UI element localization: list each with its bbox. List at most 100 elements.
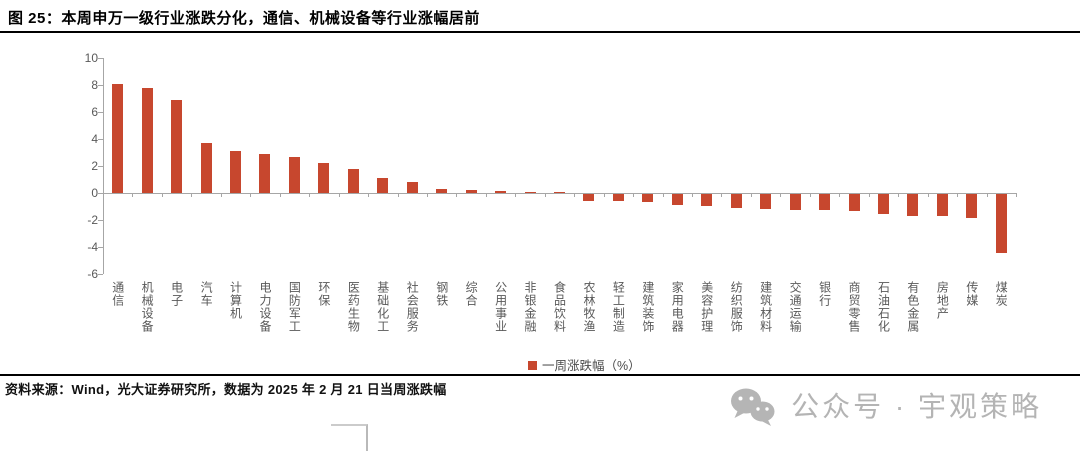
y-axis-tick-label: 4: [91, 132, 98, 146]
x-axis-tick: [898, 193, 900, 197]
category-label: 纺织服饰: [729, 281, 744, 333]
bar-纺织服饰: [730, 194, 742, 208]
figure-title: 图 25：本周申万一级行业涨跌分化，通信、机械设备等行业涨幅居前: [8, 10, 480, 27]
y-axis-tick: [98, 274, 103, 275]
category-label: 家用电器: [670, 281, 685, 333]
y-axis-tick: [98, 139, 103, 140]
y-axis-tick: [98, 166, 103, 167]
category-label: 国防军工: [287, 281, 302, 333]
title-divider: [0, 31, 1080, 33]
category-label: 商贸零售: [847, 281, 862, 333]
x-axis-tick: [456, 193, 458, 197]
x-axis-tick: [485, 193, 487, 197]
bar-公用事业: [495, 190, 507, 193]
y-axis-tick: [98, 58, 103, 59]
category-label: 轻工制造: [611, 281, 626, 333]
x-axis-tick: [633, 193, 635, 197]
category-label: 综合: [464, 281, 479, 307]
bar-医药生物: [347, 168, 359, 193]
bar-建筑装饰: [642, 194, 654, 203]
y-axis-tick-label: 8: [91, 78, 98, 92]
x-axis-tick: [603, 193, 605, 197]
x-axis-tick: [574, 193, 576, 197]
legend-label: 一周涨跌幅（%）: [542, 359, 641, 373]
bar-农林牧渔: [583, 194, 595, 201]
y-axis-tick-label: -4: [87, 240, 98, 254]
bar-房地产: [936, 194, 948, 217]
category-label: 美容护理: [699, 281, 714, 333]
category-label: 建筑装饰: [640, 281, 655, 333]
x-axis-tick: [368, 193, 370, 197]
bar-轻工制造: [612, 194, 624, 201]
bar-综合: [465, 190, 477, 193]
bar-计算机: [230, 151, 242, 193]
footer-divider: [0, 374, 1080, 376]
x-axis-tick: [161, 193, 163, 197]
y-axis-tick: [98, 85, 103, 86]
x-axis-tick: [1016, 193, 1017, 197]
y-axis-tick-label: 0: [91, 186, 98, 200]
x-axis-tick: [338, 193, 340, 197]
y-axis-tick-label: -6: [87, 267, 98, 281]
wechat-icon: [731, 388, 775, 426]
bar-环保: [318, 163, 330, 193]
x-axis-tick: [986, 193, 988, 197]
bar-煤炭: [995, 194, 1007, 254]
x-axis-tick: [515, 193, 517, 197]
x-axis-tick: [721, 193, 723, 197]
category-label: 基础化工: [375, 281, 390, 333]
y-axis-line: [103, 58, 104, 274]
x-axis-tick: [191, 193, 193, 197]
bar-钢铁: [436, 188, 448, 193]
bar-汽车: [200, 143, 212, 193]
x-axis-tick: [692, 193, 694, 197]
bar-石油石化: [877, 194, 889, 215]
x-axis-zero-line: [103, 193, 1016, 194]
category-label: 钢铁: [434, 281, 449, 307]
wechat-watermark: 公众号 · 宇观策略: [729, 385, 1042, 429]
category-label: 机械设备: [140, 281, 155, 333]
y-axis-tick: [98, 193, 103, 194]
y-axis-tick-label: 10: [84, 51, 98, 65]
y-axis-tick: [98, 220, 103, 221]
y-axis-tick: [98, 247, 103, 248]
x-axis-tick: [250, 193, 252, 197]
bar-建筑材料: [760, 194, 772, 209]
x-axis-tick: [220, 193, 222, 197]
category-label: 煤炭: [994, 281, 1009, 307]
bar-电力设备: [259, 153, 271, 193]
category-label: 建筑材料: [758, 281, 773, 333]
bar-银行: [819, 194, 831, 211]
x-axis-tick: [132, 193, 134, 197]
category-label: 非银金融: [523, 281, 538, 333]
watermark-text: 公众号 · 宇观策略: [791, 391, 1042, 422]
x-axis-tick: [426, 193, 428, 197]
y-axis-tick-label: 6: [91, 105, 98, 119]
category-label: 有色金属: [905, 281, 920, 333]
y-axis-tick-label: 2: [91, 159, 98, 173]
x-axis-tick: [780, 193, 782, 197]
x-axis-tick: [927, 193, 929, 197]
x-axis-tick: [750, 193, 752, 197]
x-axis-tick: [957, 193, 959, 197]
category-label: 电力设备: [257, 281, 272, 333]
chart-legend: 一周涨跌幅（%）: [528, 355, 641, 374]
bar-商贸零售: [848, 194, 860, 211]
data-source-note: 资料来源：Wind，光大证券研究所，数据为 2025 年 2 月 21 日当周涨…: [5, 382, 447, 397]
x-axis-tick: [809, 193, 811, 197]
category-label: 计算机: [228, 281, 243, 320]
category-label: 石油石化: [876, 281, 891, 333]
category-label: 食品饮料: [552, 281, 567, 333]
bar-国防军工: [288, 156, 300, 193]
x-axis-tick: [839, 193, 841, 197]
x-axis-tick: [868, 193, 870, 197]
bar-社会服务: [406, 182, 418, 193]
bar-有色金属: [907, 194, 919, 216]
bar-家用电器: [671, 194, 683, 206]
category-label: 环保: [316, 281, 331, 307]
category-label: 传媒: [964, 281, 979, 307]
bar-基础化工: [377, 178, 389, 193]
y-axis-tick-label: -2: [87, 213, 98, 227]
bar-电子: [171, 99, 183, 193]
